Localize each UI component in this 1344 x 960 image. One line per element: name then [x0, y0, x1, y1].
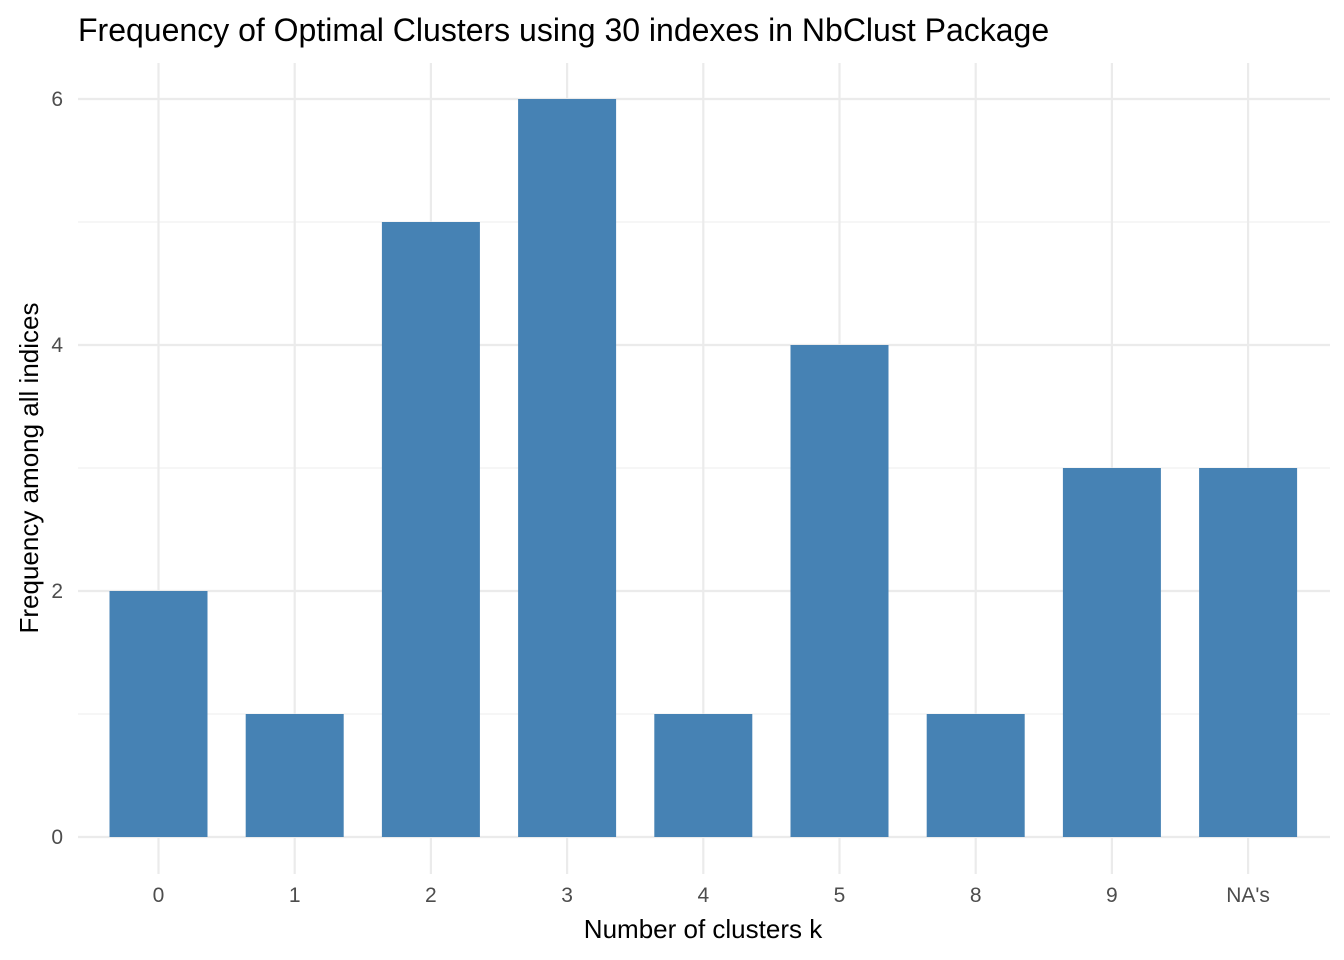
x-tick-label: NA's: [1226, 884, 1270, 907]
chart-title: Frequency of Optimal Clusters using 30 i…: [78, 12, 1049, 48]
bar-8: [926, 714, 1025, 837]
bar-NA's: [1199, 468, 1298, 837]
bar-0: [109, 591, 208, 837]
x-tick-label: 9: [1106, 884, 1118, 907]
bar-5: [790, 345, 889, 837]
y-tick-label: 4: [51, 334, 63, 357]
x-tick-label: 0: [153, 884, 165, 907]
y-axis-title: Frequency among all indices: [14, 303, 44, 634]
x-tick-label: 4: [697, 884, 709, 907]
tick-labels-layer: 0 2 4 6 0 1 2 3 4 5 8 9 NA's: [51, 88, 1270, 907]
bars-layer: [109, 99, 1298, 837]
x-tick-label: 3: [561, 884, 573, 907]
x-tick-label: 2: [425, 884, 437, 907]
bar-4: [654, 714, 753, 837]
bar-2: [381, 222, 480, 837]
y-tick-label: 6: [51, 88, 63, 111]
bar-3: [518, 99, 617, 837]
bar-1: [245, 714, 344, 837]
x-tick-label: 8: [970, 884, 982, 907]
y-tick-label: 2: [51, 580, 63, 603]
x-tick-label: 5: [834, 884, 846, 907]
bar-9: [1062, 468, 1161, 837]
y-tick-label: 0: [51, 826, 63, 849]
x-axis-title: Number of clusters k: [584, 914, 823, 944]
x-tick-label: 1: [289, 884, 301, 907]
